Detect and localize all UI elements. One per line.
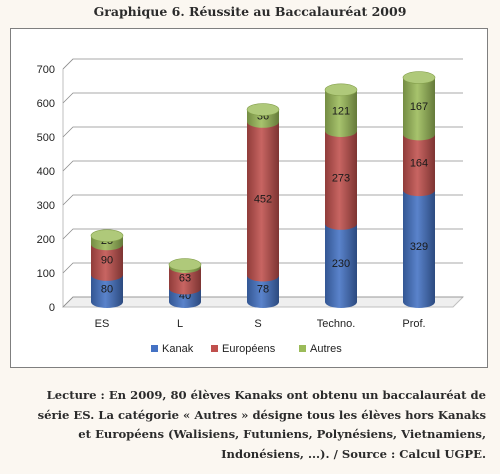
bar-s-europens [247, 121, 279, 282]
x-tick-label: Prof. [402, 318, 425, 330]
chart-area: 0100200300400500600700809025ES40637L7845… [10, 28, 488, 368]
data-label: 78 [257, 284, 269, 296]
y-tick-label: 100 [37, 268, 55, 280]
data-label: 452 [254, 194, 272, 206]
bar-top-cap [324, 83, 358, 97]
bar-techno-autres [325, 89, 357, 137]
data-label: 273 [332, 172, 350, 184]
y-tick-label: 200 [37, 234, 55, 246]
bar-techno-europens [325, 130, 357, 230]
y-tick-label: 400 [37, 166, 55, 178]
y-tick-label: 500 [37, 132, 55, 144]
bar-prof-europens [403, 134, 435, 197]
x-tick-label: ES [95, 318, 110, 330]
data-label: 63 [179, 273, 191, 285]
legend-swatch-kanak [151, 345, 158, 352]
y-tick-label: 0 [49, 302, 55, 314]
bar-prof-kanak [403, 190, 435, 308]
bar-prof-autres [403, 77, 435, 141]
bar-top-cap [402, 71, 436, 84]
bar-es-kanak [91, 274, 123, 308]
data-label: 80 [101, 283, 113, 295]
legend-label: Kanak [162, 343, 194, 355]
bar-top-cap [168, 258, 202, 271]
legend-swatch-europens [211, 345, 218, 352]
bar-l-europens [169, 266, 201, 295]
chart-title: Graphique 6. Réussite au Baccalauréat 20… [93, 4, 407, 19]
legend-swatch-autres [299, 345, 306, 352]
y-tick-label: 300 [37, 200, 55, 212]
y-tick-label: 600 [37, 98, 55, 110]
legend-label: Européens [222, 343, 276, 355]
x-tick-label: L [177, 318, 183, 330]
bar-techno-kanak [325, 223, 357, 308]
y-tick-label: 700 [37, 64, 55, 76]
x-tick-label: S [254, 318, 261, 330]
stacked-bar-chart: 0100200300400500600700809025ES40637L7845… [37, 58, 465, 355]
bar-top-cap [246, 103, 280, 116]
data-label: 164 [410, 157, 428, 169]
data-label: 90 [101, 255, 113, 267]
data-label: 329 [410, 241, 428, 253]
data-label: 230 [332, 258, 350, 270]
gridline [62, 58, 463, 70]
chart-caption: Lecture : En 2009, 80 élèves Kanaks ont … [37, 388, 486, 461]
legend-label: Autres [310, 343, 342, 355]
bar-top-cap [90, 229, 124, 242]
bar-es-europens [91, 244, 123, 281]
data-label: 121 [332, 105, 350, 117]
bar-s-kanak [247, 275, 279, 308]
data-label: 167 [410, 101, 428, 113]
x-tick-label: Techno. [317, 318, 356, 330]
